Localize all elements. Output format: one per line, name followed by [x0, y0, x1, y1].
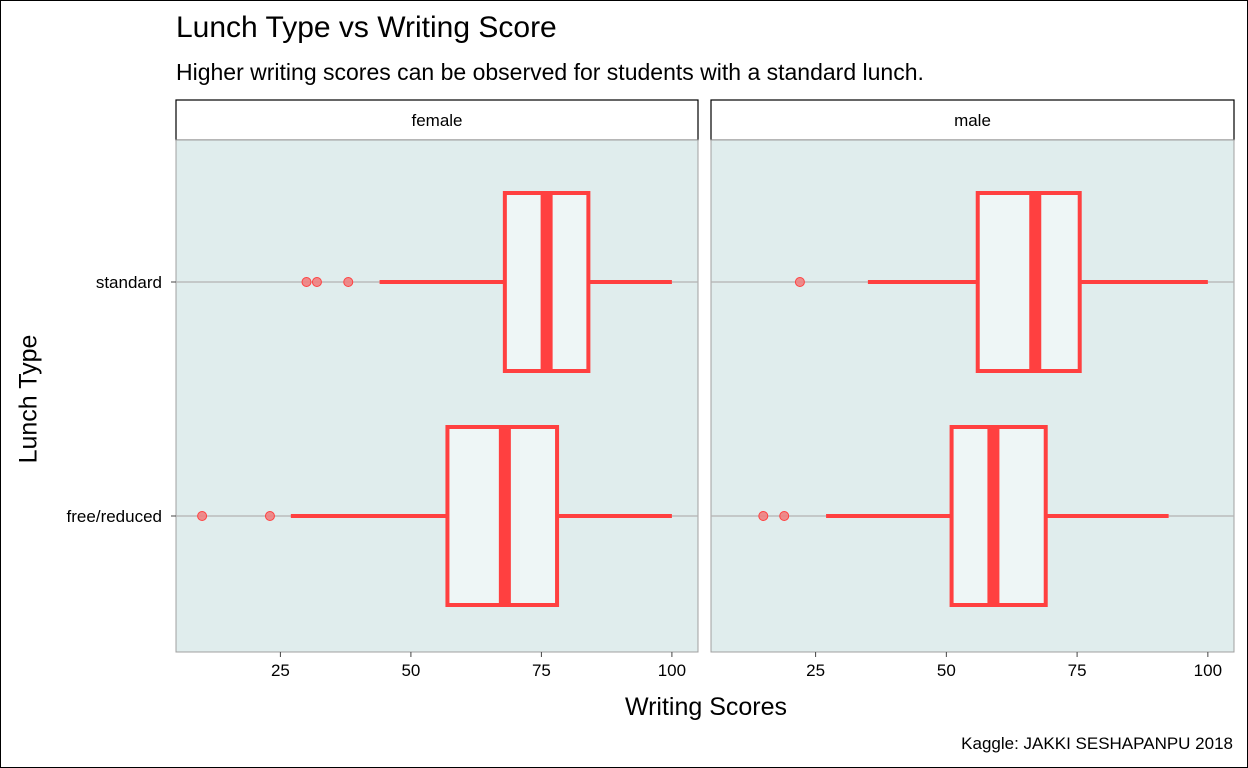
- chart-title: Lunch Type vs Writing Score: [176, 11, 557, 44]
- x-tick-label-female-75: 75: [532, 661, 551, 680]
- outlier-female-standard-2: [343, 277, 354, 287]
- outlier-female-free-reduced-0: [197, 511, 208, 521]
- outlier-male-free-reduced-1: [779, 511, 790, 521]
- x-tick-label-male-50: 50: [937, 661, 956, 680]
- x-tick-label-male-75: 75: [1068, 661, 1087, 680]
- x-axis-label: Writing Scores: [624, 693, 788, 721]
- outlier-female-free-reduced-1: [264, 511, 275, 521]
- outlier-female-standard-0: [301, 277, 312, 287]
- facet-strip-male: [710, 99, 1235, 141]
- facet-label-male: male: [954, 111, 991, 130]
- y-tick-label-free-reduced: free/reduced: [66, 507, 162, 526]
- y-tick-label-standard: standard: [95, 273, 162, 292]
- facet-strip-female: [175, 99, 699, 141]
- x-tick-label-female-50: 50: [401, 661, 420, 680]
- x-tick-label-female-100: 100: [658, 661, 686, 680]
- chart-subtitle: Higher writing scores can be observed fo…: [176, 59, 924, 85]
- box-male-standard: [975, 191, 1082, 373]
- x-tick-label-male-25: 25: [806, 661, 825, 680]
- outlier-male-free-reduced-0: [758, 511, 769, 521]
- panel-female: [175, 139, 699, 653]
- x-tick-label-male-100: 100: [1194, 661, 1222, 680]
- x-tick-label-female-25: 25: [271, 661, 290, 680]
- outlier-male-standard-0: [794, 277, 805, 287]
- facet-label-female: female: [411, 111, 462, 130]
- caption: Kaggle: JAKKI SESHAPANPU 2018: [961, 734, 1233, 753]
- outlier-female-standard-1: [311, 277, 322, 287]
